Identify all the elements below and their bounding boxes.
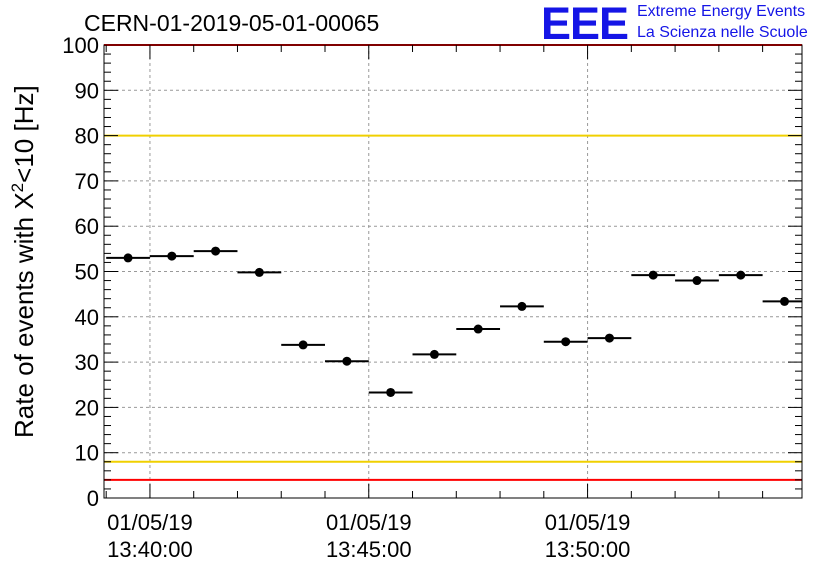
y-tick-label: 80	[75, 124, 99, 149]
data-series	[106, 246, 802, 397]
y-tick-label: 10	[75, 441, 99, 466]
data-point	[648, 270, 658, 280]
data-point	[298, 340, 308, 350]
data-point	[386, 387, 396, 397]
y-axis-title: Rate of events with X2<10 [Hz]	[8, 85, 39, 438]
data-point	[604, 333, 614, 343]
data-point	[254, 267, 264, 277]
x-tick-label-date: 01/05/19	[107, 510, 193, 535]
y-tick-label: 30	[75, 350, 99, 375]
eee-logo: EEE	[541, 0, 629, 49]
data-point	[517, 301, 527, 311]
data-point	[429, 349, 439, 359]
data-point	[342, 356, 352, 366]
y-tick-label: 0	[87, 486, 99, 511]
x-tick-label-date: 01/05/19	[545, 510, 631, 535]
axis-ticks	[104, 45, 802, 498]
data-point	[473, 324, 483, 334]
x-tick-label-time: 13:45:00	[326, 537, 412, 562]
y-axis-title-prefix: Rate of events with X	[9, 192, 39, 438]
x-tick-label-date: 01/05/19	[326, 510, 412, 535]
y-tick-label: 100	[62, 33, 99, 58]
y-axis-title-superscript: 2	[8, 183, 27, 192]
data-point	[167, 251, 177, 261]
data-point	[736, 270, 746, 280]
data-point	[123, 253, 133, 263]
y-tick-label: 40	[75, 305, 99, 330]
data-point	[779, 296, 789, 306]
run-title: CERN-01-2019-05-01-00065	[84, 10, 380, 36]
y-tick-label: 60	[75, 214, 99, 239]
axis-labels: 010203040506070809010001/05/1913:40:0001…	[8, 33, 630, 562]
reference-lines	[104, 44, 802, 481]
grid	[104, 45, 802, 498]
y-axis-title-suffix: <10 [Hz]	[9, 85, 39, 183]
logo-subtitle-2: La Scienza nelle Scuole	[637, 24, 808, 41]
data-point	[561, 337, 571, 347]
data-point	[211, 246, 221, 256]
x-tick-label-time: 13:50:00	[545, 537, 631, 562]
logo-subtitle-1: Extreme Energy Events	[637, 3, 806, 20]
y-tick-label: 70	[75, 169, 99, 194]
x-tick-label-time: 13:40:00	[107, 537, 193, 562]
y-tick-label: 50	[75, 260, 99, 285]
y-tick-label: 90	[75, 78, 99, 103]
data-point	[692, 276, 702, 286]
y-tick-label: 20	[75, 395, 99, 420]
